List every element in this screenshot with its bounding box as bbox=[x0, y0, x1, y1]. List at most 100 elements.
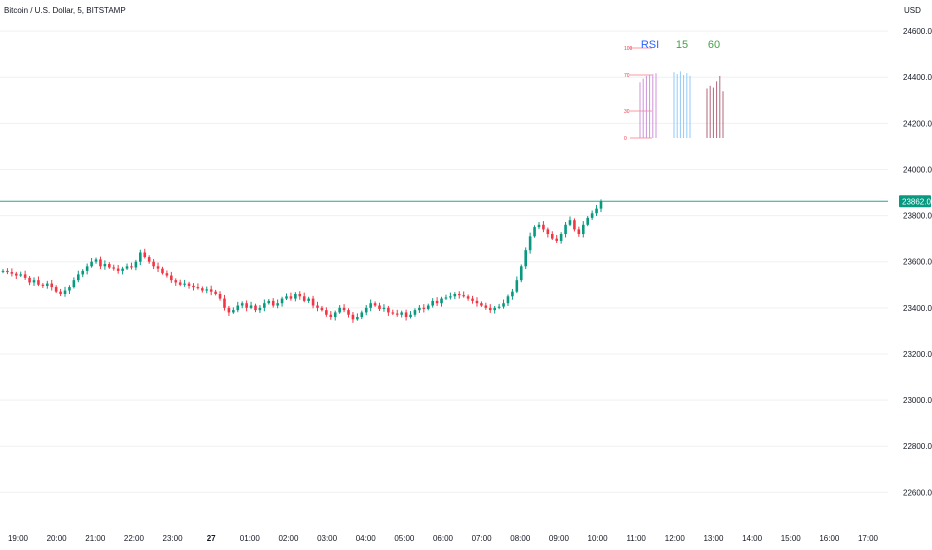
candle-body bbox=[156, 266, 160, 269]
y-tick-label: 23600.00 bbox=[903, 258, 932, 267]
rsi-scale-label: 0 bbox=[624, 136, 627, 142]
candle-body bbox=[85, 266, 89, 271]
candle-body bbox=[294, 293, 297, 299]
candle-body bbox=[227, 307, 231, 313]
x-tick-label: 09:00 bbox=[549, 534, 570, 543]
candle-body bbox=[502, 303, 505, 307]
candle-body bbox=[267, 300, 271, 304]
candle-body bbox=[298, 293, 302, 297]
rsi-header: 60 bbox=[708, 39, 720, 51]
currency-label: USD bbox=[904, 6, 921, 15]
candle-body bbox=[280, 298, 284, 304]
candle-body bbox=[356, 317, 359, 320]
x-tick-label: 10:00 bbox=[588, 534, 609, 543]
candle-body bbox=[537, 224, 541, 228]
candle-body bbox=[63, 290, 67, 294]
x-tick-label: 06:00 bbox=[433, 534, 454, 543]
candle-body bbox=[564, 224, 567, 235]
candle-body bbox=[559, 234, 563, 241]
time-axis[interactable]: 19:00 20:00 21:00 22:00 23:00 27 01:00 02:00 03:… bbox=[8, 534, 879, 543]
candle-body bbox=[183, 283, 186, 285]
candle-body bbox=[103, 264, 107, 267]
candle-body bbox=[130, 266, 133, 268]
price-axis[interactable]: 24600.00 24400.00 24200.00 24000.00 23800.00… bbox=[903, 27, 932, 497]
candle-body bbox=[302, 296, 306, 301]
candle-body bbox=[170, 275, 173, 281]
grid-lines bbox=[0, 30, 888, 493]
candle-body bbox=[147, 257, 151, 262]
candle-body bbox=[395, 313, 399, 315]
candle-body bbox=[94, 259, 98, 262]
candle-body bbox=[263, 303, 266, 308]
candle-body bbox=[497, 306, 501, 308]
y-tick-label: 23200.00 bbox=[903, 350, 932, 359]
candle-body bbox=[542, 224, 545, 230]
candle-body bbox=[72, 280, 76, 288]
candle-body bbox=[488, 307, 492, 311]
y-tick-label: 24000.00 bbox=[903, 165, 932, 174]
candle-body bbox=[409, 314, 412, 318]
candle-body bbox=[112, 267, 116, 269]
x-tick-label: 13:00 bbox=[703, 534, 724, 543]
candle-body bbox=[342, 307, 346, 311]
candle-body bbox=[1, 270, 5, 272]
y-tick-label: 22600.00 bbox=[903, 488, 932, 497]
candle-body bbox=[533, 227, 536, 237]
current-price-label: 23862.00 bbox=[902, 197, 932, 206]
x-tick-label: 16:00 bbox=[819, 534, 840, 543]
rsi-header: 15 bbox=[676, 39, 688, 51]
y-tick-label: 24600.00 bbox=[903, 27, 932, 36]
candle-body bbox=[413, 310, 417, 315]
candle-body bbox=[108, 264, 111, 268]
candle-body bbox=[143, 252, 147, 258]
candle-body bbox=[475, 300, 479, 304]
candle-body bbox=[139, 252, 142, 262]
x-tick-label: 12:00 bbox=[665, 534, 686, 543]
y-tick-label: 24200.00 bbox=[903, 119, 932, 128]
x-tick-label: 15:00 bbox=[781, 534, 802, 543]
candle-body bbox=[391, 312, 395, 314]
candle-body bbox=[23, 274, 27, 278]
candle-body bbox=[99, 259, 102, 267]
y-tick-label: 24400.00 bbox=[903, 73, 932, 82]
candle-body bbox=[249, 305, 253, 308]
candle-body bbox=[271, 300, 275, 306]
candle-body bbox=[453, 293, 457, 297]
candle-body bbox=[471, 298, 474, 301]
candle-body bbox=[223, 298, 226, 308]
candle-body bbox=[10, 272, 14, 274]
x-tick-label: 01:00 bbox=[240, 534, 261, 543]
candle-body bbox=[59, 291, 62, 294]
candle-body bbox=[347, 310, 350, 315]
candle-body bbox=[378, 305, 381, 309]
candle-body bbox=[201, 288, 204, 291]
candle-body bbox=[187, 283, 191, 286]
x-tick-label: 08:00 bbox=[510, 534, 531, 543]
candle-body bbox=[599, 201, 603, 209]
candle-body bbox=[205, 289, 209, 291]
x-tick-label: 21:00 bbox=[85, 534, 106, 543]
candle-body bbox=[364, 307, 368, 313]
candle-body bbox=[81, 270, 85, 275]
candle-body bbox=[125, 266, 129, 269]
candle-body bbox=[422, 307, 426, 309]
candle-body bbox=[276, 303, 279, 306]
candle-body bbox=[462, 295, 465, 297]
candle-body bbox=[174, 280, 178, 283]
candle-body bbox=[6, 270, 9, 273]
candles bbox=[1, 199, 603, 323]
candle-body bbox=[404, 312, 408, 318]
rsi-header: RSI bbox=[641, 39, 659, 51]
candle-body bbox=[418, 307, 421, 311]
candle-body bbox=[466, 296, 470, 299]
candle-body bbox=[50, 283, 54, 288]
candle-body bbox=[37, 280, 40, 285]
candle-body bbox=[524, 250, 527, 267]
candle-body bbox=[506, 296, 510, 304]
candle-body bbox=[333, 312, 337, 318]
candle-body bbox=[480, 303, 483, 306]
candle-body bbox=[209, 289, 213, 292]
candle-body bbox=[218, 293, 222, 299]
candle-body bbox=[196, 287, 200, 289]
